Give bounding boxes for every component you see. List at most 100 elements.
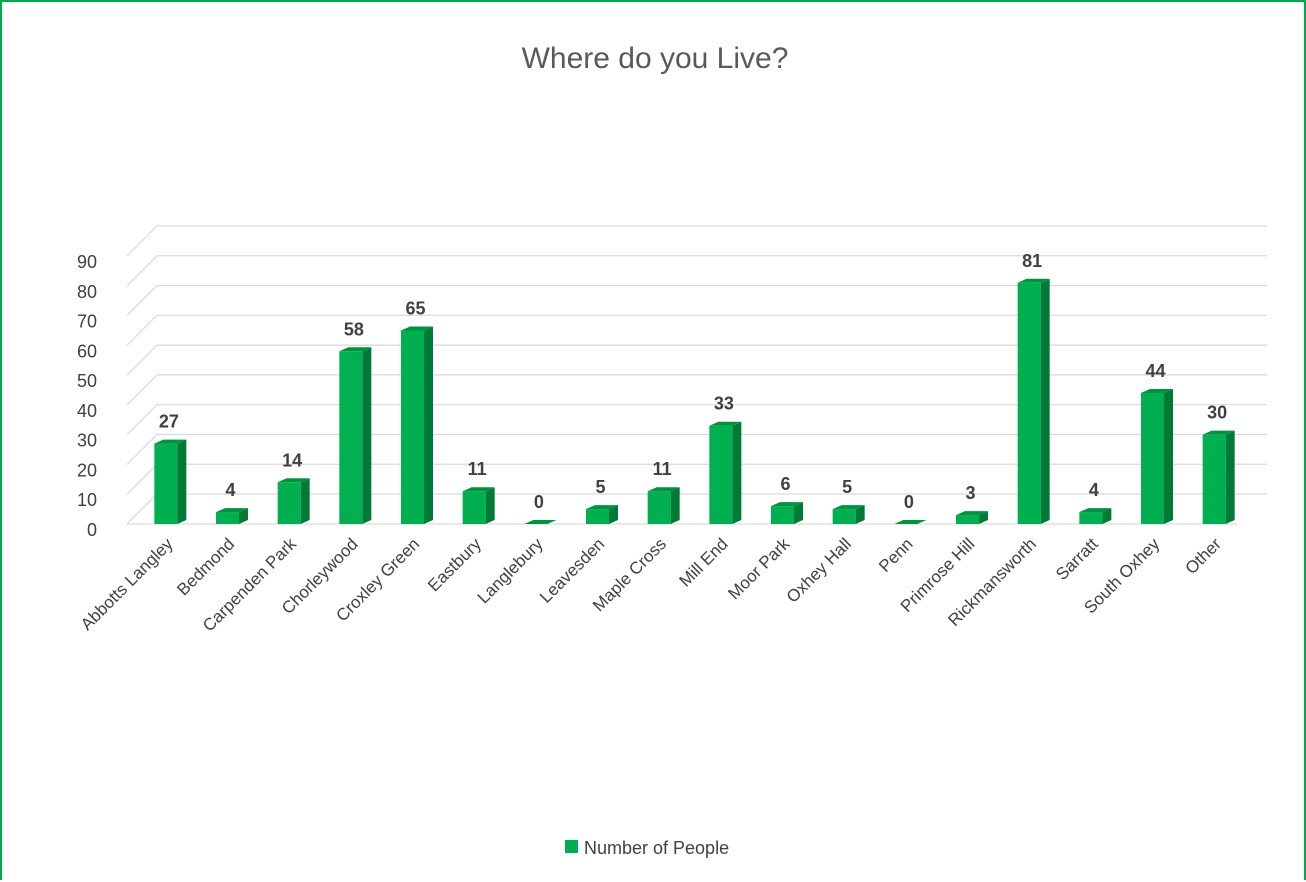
bar-side [1164,388,1173,524]
bar-top [401,326,433,331]
chart-title: Where do you Live? [522,42,789,75]
data-label: 4 [1089,480,1099,500]
gridline-diag [126,344,158,376]
y-tick-label: 60 [77,341,97,361]
legend-label: Number of People [584,838,729,858]
data-label: 5 [842,477,852,497]
x-tick-label: Langlebury [474,534,547,607]
bar-top [771,502,803,507]
bar-front [647,491,671,524]
y-tick-label: 90 [77,252,97,272]
y-tick-label: 50 [77,371,97,391]
legend-swatch [565,840,578,853]
data-label: 5 [595,477,605,497]
bar-front [154,443,178,524]
bar-top [154,439,187,444]
bar-top [709,421,742,426]
gridline-diag [126,434,158,465]
bar [401,326,433,524]
bar-front [462,491,486,524]
bar-top [216,508,248,513]
gridline-diag [126,314,158,346]
y-tick-label: 0 [87,520,97,540]
bar-front [586,509,609,524]
bar-top [832,505,865,510]
x-tick-label: Mill End [675,534,731,590]
data-label: 30 [1207,403,1227,423]
bar-side [855,505,865,524]
data-label: 81 [1022,251,1042,271]
gridline-diag [126,255,158,287]
data-label: 3 [965,483,975,503]
bar-side [485,487,495,524]
bar-top [462,487,495,492]
data-label: 11 [468,459,487,479]
data-label: 58 [344,319,364,339]
bar [1202,430,1235,524]
data-label: 65 [405,298,425,318]
y-tick-label: 30 [77,431,97,451]
bar-front [709,425,733,524]
gridline-diag [126,285,158,316]
bar-side [670,487,680,524]
bar-series [154,278,1235,524]
x-tick-label: Eastbury [424,534,485,595]
bar-front [277,482,301,524]
data-label: 0 [534,492,544,512]
bar-side [794,502,803,524]
bar-top [524,520,557,524]
bar-top [894,520,927,524]
gridline-diag [126,404,158,436]
bar [339,347,372,524]
bar-top [277,478,310,483]
bar-side [239,508,248,524]
gridline-diag [126,493,158,525]
y-axis-ticks: 0 10 20 30 40 50 60 70 80 90 [77,252,97,540]
bar-top [1141,388,1173,393]
bar-side [424,326,433,524]
bar-top [1079,508,1112,513]
bar-front [771,506,794,524]
gridline-diag [126,374,158,406]
data-label: 44 [1145,361,1165,381]
bar [771,502,803,524]
bar-side [1102,508,1112,524]
bar-front [1079,512,1103,524]
bar [586,505,618,524]
y-tick-label: 40 [77,401,97,421]
x-tick-label: Oxhey Hall [783,534,855,606]
bar [956,511,988,524]
bar [647,487,680,524]
data-label: 11 [653,459,672,479]
bar-top [1017,278,1050,283]
bar-side [732,421,742,524]
bar [1141,388,1173,524]
bar-side [362,347,372,524]
data-label: 27 [159,412,179,432]
bar-front [216,512,239,524]
bar [277,478,310,524]
bar-side [609,505,618,524]
x-tick-label: Other [1181,534,1225,578]
bar-top [956,511,988,516]
bar [709,421,742,524]
bar-side [1040,278,1050,524]
bar-side [300,478,310,524]
bar [216,508,248,524]
bar-top [586,505,618,510]
bar [524,520,557,524]
bar [832,505,865,524]
x-tick-label: Penn [875,534,917,576]
y-tick-label: 20 [77,460,97,480]
data-label: 0 [904,492,914,512]
bar-top [647,487,680,492]
bar-front [1017,282,1041,524]
y-tick-label: 80 [77,282,97,302]
bar-front [339,351,363,524]
bar-side [979,511,988,524]
x-tick-label: Bedmond [173,534,238,599]
bar [894,520,927,524]
bar [1017,278,1050,524]
data-label: 6 [780,474,790,494]
